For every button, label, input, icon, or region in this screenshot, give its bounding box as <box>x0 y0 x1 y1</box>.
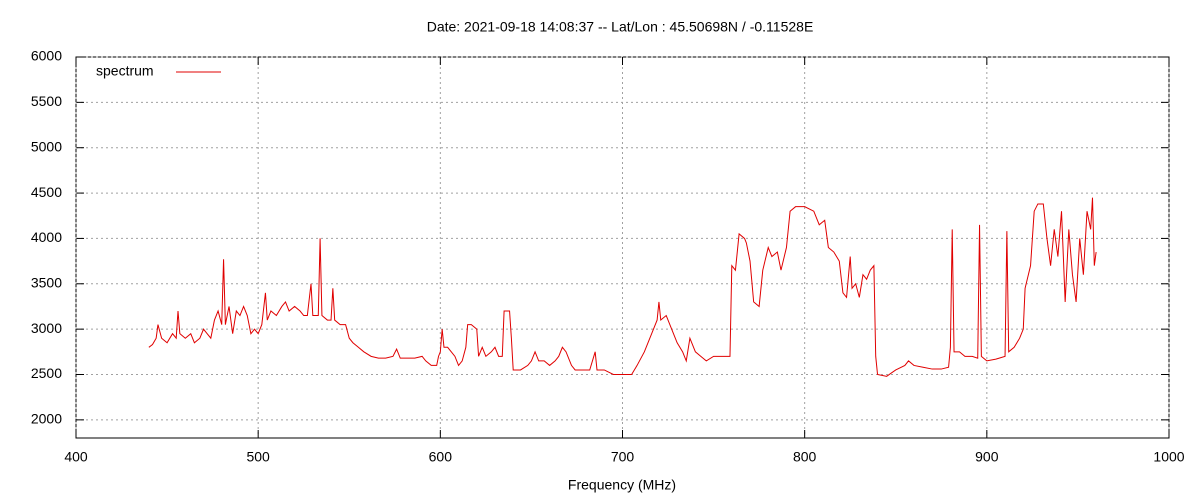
x-tick-label: 900 <box>975 449 999 465</box>
y-tick-label: 6000 <box>31 48 62 64</box>
y-tick-label: 5500 <box>31 93 62 109</box>
legend-label: spectrum <box>96 63 154 79</box>
x-tick-label: 400 <box>64 449 88 465</box>
x-tick-label: 500 <box>246 449 270 465</box>
y-tick-label: 3000 <box>31 320 62 336</box>
y-tick-label: 2500 <box>31 365 62 381</box>
y-tick-label: 3500 <box>31 274 62 290</box>
y-tick-label: 4500 <box>31 184 62 200</box>
y-tick-label: 4000 <box>31 229 62 245</box>
series-line <box>148 197 1097 377</box>
chart-title: Date: 2021-09-18 14:08:37 -- Lat/Lon : 4… <box>427 19 814 35</box>
x-axis-label: Frequency (MHz) <box>568 477 676 493</box>
x-tick-label: 1000 <box>1153 449 1184 465</box>
x-tick-label: 700 <box>611 449 635 465</box>
x-tick-label: 800 <box>793 449 817 465</box>
y-tick-label: 2000 <box>31 411 62 427</box>
x-tick-label: 600 <box>429 449 453 465</box>
y-tick-label: 5000 <box>31 138 62 154</box>
